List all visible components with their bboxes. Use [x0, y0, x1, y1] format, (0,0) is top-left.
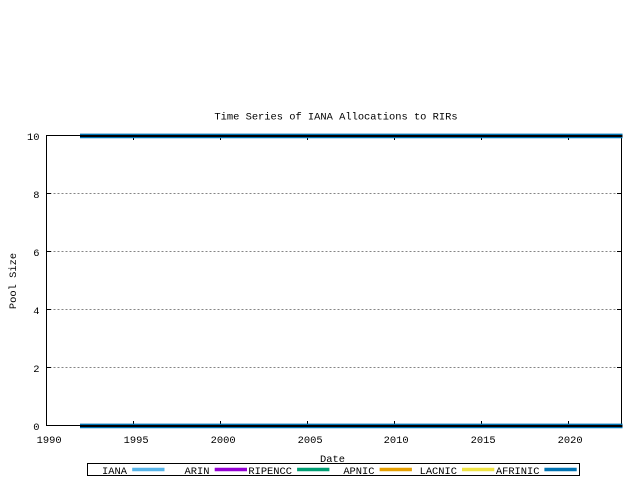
svg-text:6: 6	[33, 248, 39, 260]
svg-text:LACNIC: LACNIC	[420, 466, 457, 478]
svg-text:2010: 2010	[384, 435, 409, 447]
svg-text:8: 8	[33, 190, 39, 202]
svg-text:ARIN: ARIN	[185, 466, 210, 478]
svg-text:4: 4	[33, 306, 39, 318]
svg-text:AFRINIC: AFRINIC	[496, 466, 540, 478]
svg-text:Date: Date	[320, 454, 345, 466]
svg-text:Pool Size: Pool Size	[8, 253, 20, 309]
svg-text:2005: 2005	[298, 435, 323, 447]
svg-text:0: 0	[33, 422, 39, 434]
svg-text:IANA: IANA	[102, 466, 128, 478]
svg-text:10: 10	[27, 132, 39, 144]
svg-text:RIPENCC: RIPENCC	[248, 466, 292, 478]
svg-text:2000: 2000	[211, 435, 236, 447]
svg-text:APNIC: APNIC	[343, 466, 374, 478]
svg-text:2015: 2015	[471, 435, 496, 447]
svg-text:Time Series of IANA Allocation: Time Series of IANA Allocations to RIRs	[214, 112, 457, 124]
svg-text:1990: 1990	[37, 435, 62, 447]
svg-text:2020: 2020	[558, 435, 583, 447]
svg-text:2: 2	[33, 364, 39, 376]
svg-text:1995: 1995	[124, 435, 149, 447]
